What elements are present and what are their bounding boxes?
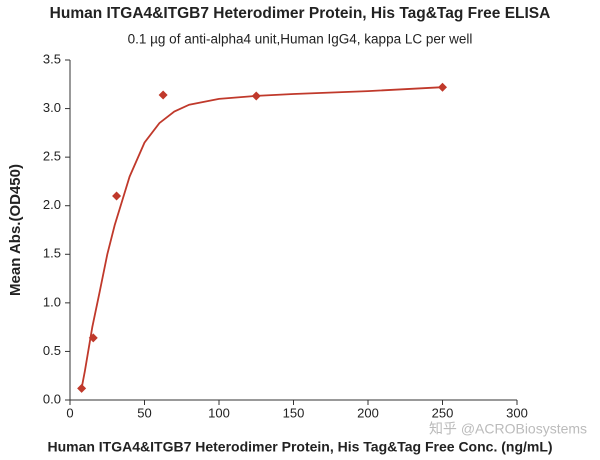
chart-subtitle: 0.1 µg of anti-alpha4 unit,Human IgG4, k… <box>128 32 473 47</box>
y-axis-label: Mean Abs.(OD450) <box>7 164 24 296</box>
data-point <box>158 90 168 100</box>
x-tick-label: 300 <box>506 405 528 420</box>
x-tick-label: 200 <box>357 405 379 420</box>
y-tick-label: 3.0 <box>43 100 61 115</box>
x-tick-label: 150 <box>283 405 305 420</box>
watermark: 知乎 @ACROBiosystems <box>429 421 587 437</box>
y-tick-label: 2.5 <box>43 149 61 164</box>
y-tick-label: 3.5 <box>43 51 61 66</box>
x-axis-label: Human ITGA4&ITGB7 Heterodimer Protein, H… <box>47 439 552 455</box>
data-point <box>251 91 261 101</box>
fit-curve <box>80 86 443 389</box>
data-point <box>438 82 447 92</box>
data-point <box>112 191 122 201</box>
y-tick-label: 1.0 <box>43 294 61 309</box>
x-tick-label: 50 <box>137 405 151 420</box>
x-tick-label: 0 <box>66 405 73 420</box>
x-tick-label: 100 <box>208 405 230 420</box>
data-point <box>88 333 98 343</box>
data-point <box>77 383 87 393</box>
y-tick-label: 0.0 <box>43 391 61 406</box>
y-tick-label: 1.5 <box>43 246 61 261</box>
y-tick-label: 0.5 <box>43 343 61 358</box>
chart-title: Human ITGA4&ITGB7 Heterodimer Protein, H… <box>50 5 551 22</box>
x-tick-label: 250 <box>432 405 454 420</box>
y-tick-label: 2.0 <box>43 197 61 212</box>
